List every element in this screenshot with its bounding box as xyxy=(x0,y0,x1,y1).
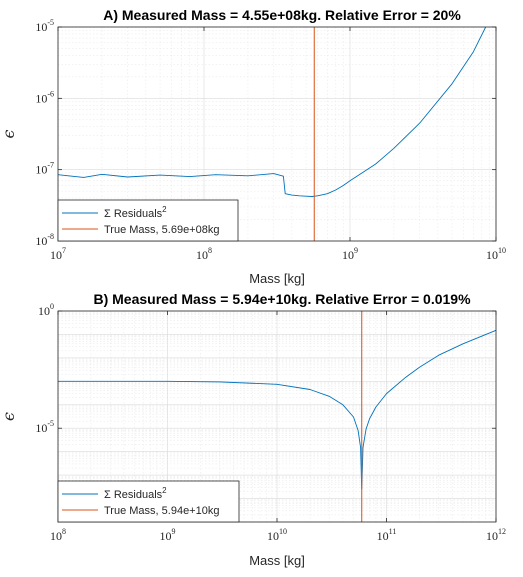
panel-a-x-tick-label: 108 xyxy=(196,246,212,262)
panel-b-legend: Σ Residuals2 True Mass, 5.94e+10kg xyxy=(57,480,240,523)
panel-a-x-tick-label: 109 xyxy=(342,246,358,262)
panel-a-y-tick-label: 10-7 xyxy=(35,161,54,177)
panel-a-y-axis-label: ϵ xyxy=(0,129,18,138)
panel-b-x-tick-label: 108 xyxy=(50,527,66,543)
panel-a: 107 108 109 1010 10-8 10-7 10-6 10-5 A) Measured… xyxy=(0,7,506,286)
panel-b-x-tick-label: 1010 xyxy=(267,527,287,543)
panel-b-label: B) xyxy=(93,291,108,307)
panel-a-x-axis-label: Mass [kg] xyxy=(249,271,305,286)
panel-a-x-tick-label: 107 xyxy=(50,246,66,262)
panel-b-grid xyxy=(57,310,497,523)
panel-a-legend-entry: Σ Residuals2 xyxy=(104,205,167,220)
panel-a-series-residuals-line xyxy=(57,26,487,197)
panel-a-y-tick-label: 10-8 xyxy=(35,232,54,248)
panel-a-legend-box xyxy=(57,199,239,242)
panel-b: 108 109 1010 1011 1012 100 10-5 B) Measured Mas… xyxy=(0,291,506,568)
panel-a-y-tick-label: 10-6 xyxy=(35,89,54,105)
panel-a-legend-entry: True Mass, 5.69e+08kg xyxy=(104,224,219,236)
panel-b-x-tick-label: 1011 xyxy=(377,527,397,543)
panel-b-legend-box xyxy=(57,480,240,523)
panel-b-x-axis-label: Mass [kg] xyxy=(249,553,305,568)
panel-a-legend: Σ Residuals2 True Mass, 5.69e+08kg xyxy=(57,199,239,242)
panel-b-y-tick-label: 100 xyxy=(38,302,54,318)
panel-b-legend-entry: Σ Residuals2 xyxy=(104,486,167,501)
panel-b-title: B) Measured Mass = 5.94e+10kg. Relative … xyxy=(93,291,471,307)
panel-b-x-tick-label: 109 xyxy=(160,527,176,543)
panel-b-y-axis-label: ϵ xyxy=(0,412,18,421)
panel-b-legend-entry: True Mass, 5.94e+10kg xyxy=(104,505,219,517)
panel-a-title: A) Measured Mass = 4.55e+08kg. Relative … xyxy=(103,7,461,23)
panel-a-axes-box xyxy=(57,26,497,242)
panel-b-y-tick-label: 10-5 xyxy=(35,419,54,435)
panel-b-x-tick-label: 1012 xyxy=(486,527,506,543)
panel-a-y-tick-label: 10-5 xyxy=(35,18,54,34)
panel-a-x-tick-label: 1010 xyxy=(486,246,506,262)
panel-a-label: A) xyxy=(103,7,118,23)
